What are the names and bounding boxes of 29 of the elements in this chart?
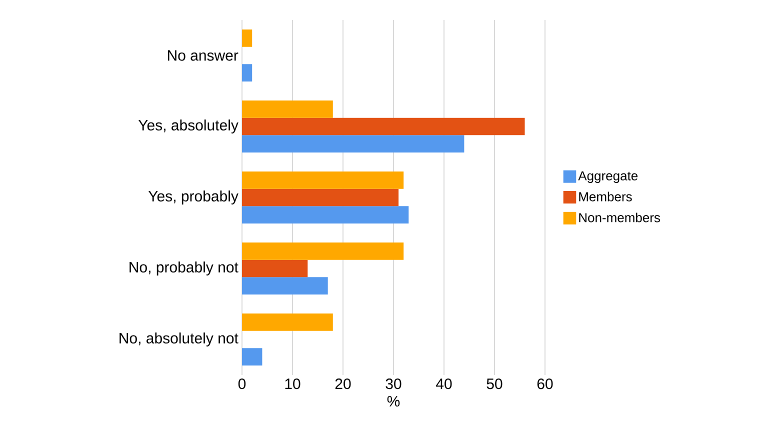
y-tick-label: No answer: [168, 50, 238, 61]
bar: [242, 64, 252, 82]
bar: [242, 188, 399, 206]
x-tick-label: 60: [537, 378, 553, 390]
x-tick-label: 10: [285, 378, 300, 390]
legend-label: Members: [579, 192, 632, 202]
x-tick-label: 30: [386, 378, 402, 390]
y-tick-label: Yes, absolutely: [138, 120, 238, 134]
bar: [242, 260, 308, 278]
bar: [242, 30, 252, 47]
y-tick-label: Yes, probably: [148, 190, 238, 204]
legend-label: Non-members: [579, 212, 660, 222]
y-tick-label: No, absolutely not: [120, 332, 238, 346]
x-tick-label: 20: [335, 378, 351, 390]
y-tick-label: No, probably not: [130, 262, 238, 276]
bar: [242, 313, 333, 331]
x-axis-title: %: [387, 396, 400, 407]
bar: [242, 171, 404, 189]
x-tick-label: 40: [436, 378, 452, 390]
bar: [242, 135, 464, 152]
bar: [242, 100, 333, 118]
bar: [242, 242, 404, 260]
x-tick-label: 0: [238, 378, 246, 390]
bar: [242, 118, 525, 136]
legend-label: Aggregate: [578, 171, 638, 183]
bar: [242, 206, 409, 224]
bar: [242, 348, 262, 366]
x-tick-label: 50: [486, 378, 502, 390]
bar: [242, 277, 328, 294]
